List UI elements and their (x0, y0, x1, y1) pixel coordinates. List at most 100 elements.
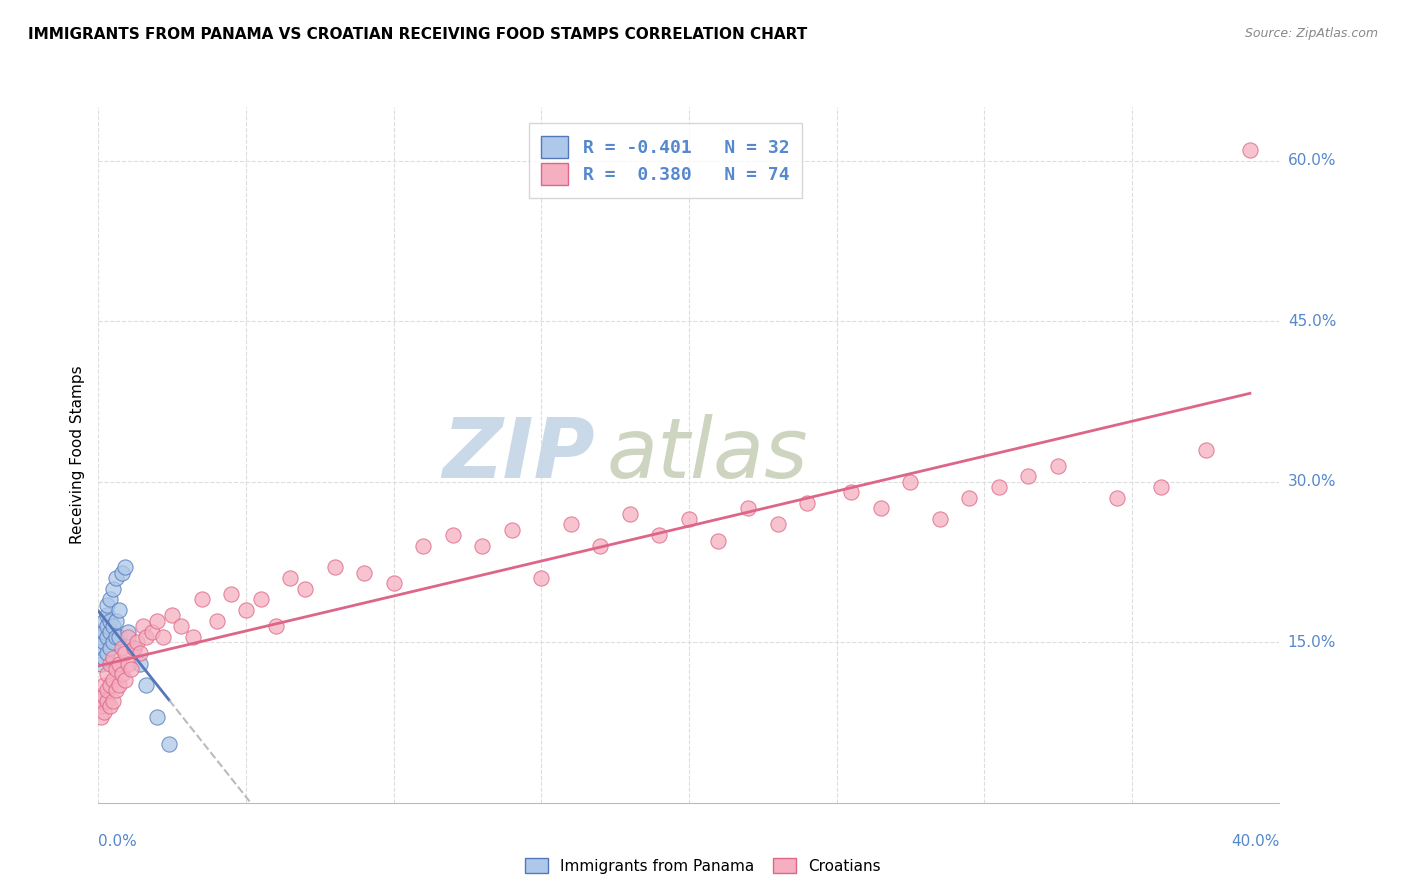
Point (105, 614, 128, 628)
Point (125, 635, 148, 649)
Point (96, 646, 118, 660)
Point (959, 491, 981, 505)
Point (93, 678, 115, 692)
Point (93, 651, 115, 665)
Point (250, 592, 273, 607)
Point (323, 560, 346, 574)
Point (1239, 143, 1261, 157)
Point (96, 608, 118, 623)
Point (96, 630, 118, 644)
Text: ZIP: ZIP (441, 415, 595, 495)
Point (441, 528, 464, 542)
Point (96, 667, 118, 681)
Point (108, 678, 131, 692)
Point (141, 624, 163, 639)
Point (105, 662, 128, 676)
Point (98, 624, 121, 639)
Point (181, 630, 204, 644)
Point (93, 689, 115, 703)
Point (619, 507, 641, 521)
Point (353, 566, 375, 580)
Text: 30.0%: 30.0% (1288, 475, 1336, 489)
Point (93, 624, 115, 639)
Point (135, 678, 157, 692)
Point (264, 619, 287, 633)
Point (90, 657, 112, 671)
Point (90, 699, 112, 714)
Point (170, 619, 193, 633)
Text: Source: ZipAtlas.com: Source: ZipAtlas.com (1244, 27, 1378, 40)
Point (987, 480, 1010, 494)
Point (103, 582, 125, 596)
Point (108, 657, 131, 671)
Point (146, 710, 169, 724)
Point (900, 475, 922, 489)
Point (928, 512, 950, 526)
Point (205, 614, 228, 628)
Point (96, 598, 118, 612)
Point (132, 619, 155, 633)
Point (382, 576, 405, 591)
Point (560, 517, 582, 532)
Point (648, 528, 671, 542)
Point (589, 539, 612, 553)
Point (105, 683, 128, 698)
Point (103, 694, 125, 708)
Point (98, 657, 121, 671)
Point (103, 673, 125, 687)
Point (103, 635, 125, 649)
Point (117, 657, 139, 671)
Point (146, 614, 169, 628)
Point (114, 646, 136, 660)
Text: 45.0%: 45.0% (1288, 314, 1336, 328)
Point (157, 737, 180, 751)
Text: IMMIGRANTS FROM PANAMA VS CROATIAN RECEIVING FOOD STAMPS CORRELATION CHART: IMMIGRANTS FROM PANAMA VS CROATIAN RECEI… (28, 27, 807, 42)
Point (412, 539, 434, 553)
Point (530, 571, 553, 585)
Point (108, 630, 131, 644)
Point (111, 566, 134, 580)
Point (103, 619, 125, 633)
Point (869, 501, 891, 516)
Point (96, 683, 118, 698)
Point (117, 630, 139, 644)
Point (294, 582, 316, 596)
Text: 0.0%: 0.0% (98, 834, 138, 849)
Point (678, 512, 700, 526)
Point (105, 630, 128, 644)
Point (90, 630, 112, 644)
Point (122, 640, 145, 655)
Point (108, 603, 131, 617)
Point (114, 673, 136, 687)
Point (93, 635, 115, 649)
Point (135, 630, 157, 644)
Text: 15.0%: 15.0% (1288, 635, 1336, 649)
Point (98, 678, 121, 692)
Point (128, 657, 150, 671)
Point (1105, 491, 1128, 505)
Text: 40.0%: 40.0% (1232, 834, 1279, 849)
Point (96, 694, 118, 708)
Y-axis label: Receiving Food Stamps: Receiving Food Stamps (70, 366, 86, 544)
Legend: R = -0.401   N = 32, R =  0.380   N = 74: R = -0.401 N = 32, R = 0.380 N = 74 (529, 123, 801, 198)
Point (1046, 458, 1069, 473)
Point (796, 496, 818, 510)
Point (707, 533, 730, 548)
Point (162, 608, 183, 623)
Point (122, 640, 145, 655)
Point (103, 651, 125, 665)
Point (471, 539, 494, 553)
Point (93, 705, 115, 719)
Legend: Immigrants from Panama, Croatians: Immigrants from Panama, Croatians (519, 852, 887, 880)
Point (105, 571, 128, 585)
Point (98, 614, 121, 628)
Point (1195, 442, 1218, 457)
Point (839, 485, 862, 500)
Point (90, 640, 112, 655)
Point (93, 614, 115, 628)
Point (120, 662, 142, 676)
Point (117, 624, 139, 639)
Point (111, 640, 134, 655)
Point (1150, 480, 1173, 494)
Point (191, 592, 214, 607)
